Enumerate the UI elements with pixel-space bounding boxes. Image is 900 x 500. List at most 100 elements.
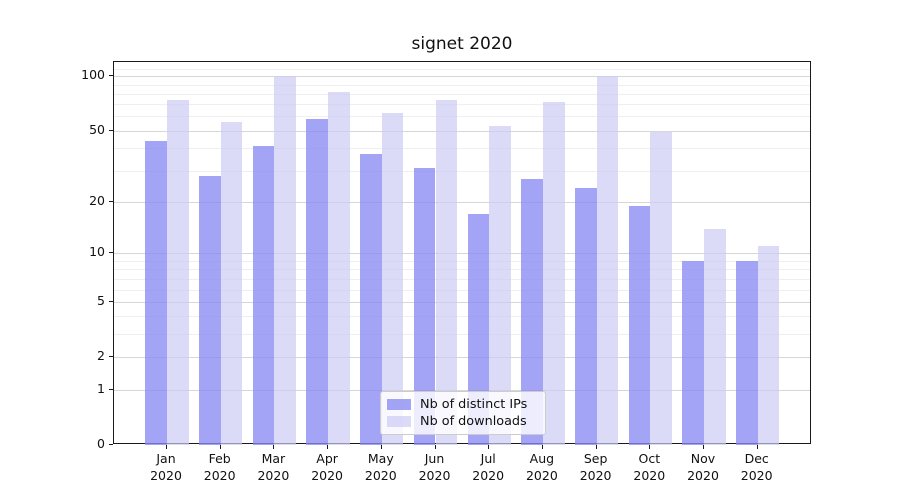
x-tick-may — [380, 445, 382, 449]
bar-nb-of-distinct-ips-aug — [521, 178, 543, 445]
x-tick-label-mar: Mar 2020 — [246, 450, 300, 484]
x-label-month-may: May — [367, 451, 394, 466]
bar-nb-of-downloads-aug — [542, 102, 565, 445]
gridline-major-50 — [114, 130, 810, 132]
gridline-minor-4 — [114, 316, 810, 318]
legend-item-distinct-ips: Nb of distinct IPs — [387, 397, 537, 412]
gridline-major-2 — [114, 357, 810, 359]
x-tick-label-jul: Jul 2020 — [461, 450, 515, 484]
gridline-minor-3 — [114, 334, 810, 336]
x-label-year-aug: 2020 — [525, 468, 558, 483]
legend-label-distinct-ips: Nb of distinct IPs — [420, 397, 528, 412]
legend: Nb of distinct IPs Nb of downloads — [380, 391, 546, 435]
x-tick-label-oct: Oct 2020 — [622, 450, 676, 484]
bar-nb-of-downloads-jul — [489, 126, 511, 445]
x-tick-label-apr: Apr 2020 — [300, 450, 354, 484]
x-tick-label-jan: Jan 2020 — [139, 450, 193, 484]
x-label-month-aug: Aug — [529, 451, 555, 466]
bar-nb-of-distinct-ips-nov — [682, 261, 704, 445]
x-label-year-may: 2020 — [364, 468, 397, 483]
x-tick-sep — [595, 445, 597, 449]
y-tick-1 — [109, 388, 113, 390]
bar-nb-of-distinct-ips-mar — [252, 146, 275, 445]
gridline-minor-8 — [114, 269, 810, 271]
x-tick-label-aug: Aug 2020 — [515, 450, 569, 484]
gridline-minor-9 — [114, 261, 810, 262]
x-tick-jun — [434, 445, 436, 449]
legend-swatch-distinct-ips — [387, 399, 411, 410]
bar-nb-of-downloads-may — [381, 112, 404, 445]
bar-nb-of-distinct-ips-jul — [467, 214, 490, 445]
x-tick-aug — [541, 445, 543, 449]
bar-nb-of-downloads-nov — [704, 228, 726, 445]
bar-nb-of-downloads-jan — [167, 99, 189, 445]
bar-nb-of-downloads-feb — [220, 121, 243, 445]
x-label-month-jul: Jul — [480, 451, 496, 466]
x-label-month-oct: Oct — [638, 451, 661, 466]
y-tick-label-1: 1 — [97, 380, 105, 396]
x-tick-label-dec: Dec 2020 — [730, 450, 784, 484]
legend-swatch-downloads — [387, 416, 411, 427]
gridline-minor-6 — [114, 289, 810, 291]
bar-nb-of-downloads-sep — [596, 76, 619, 445]
gridline-minor-70 — [114, 104, 810, 106]
x-label-month-jun: Jun — [424, 451, 445, 466]
bar-nb-of-distinct-ips-may — [360, 154, 382, 445]
y-tick-label-10: 10 — [89, 244, 105, 260]
x-label-month-sep: Sep — [583, 451, 608, 466]
x-tick-nov — [703, 445, 704, 449]
bar-nb-of-downloads-apr — [328, 91, 350, 445]
gridline-major-20 — [114, 201, 810, 203]
x-label-month-feb: Feb — [208, 451, 231, 466]
gridline-major-10 — [114, 253, 810, 255]
x-label-month-nov: Nov — [690, 451, 716, 466]
y-tick-50 — [109, 129, 113, 131]
y-tick-label-50: 50 — [89, 121, 105, 137]
x-label-year-apr: 2020 — [311, 468, 343, 483]
y-tick-label-2: 2 — [97, 348, 105, 364]
bar-nb-of-downloads-jun — [435, 99, 458, 445]
x-tick-label-nov: Nov 2020 — [676, 450, 730, 484]
x-label-year-jul: 2020 — [472, 468, 505, 483]
x-tick-jan — [166, 445, 167, 449]
bar-nb-of-downloads-oct — [650, 132, 672, 445]
x-tick-label-feb: Feb 2020 — [193, 450, 247, 484]
bar-nb-of-distinct-ips-oct — [628, 205, 651, 445]
x-label-year-feb: 2020 — [203, 468, 236, 483]
y-tick-label-5: 5 — [97, 292, 105, 308]
legend-label-downloads: Nb of downloads — [420, 414, 527, 429]
y-tick-0 — [109, 444, 113, 445]
bar-nb-of-downloads-dec — [757, 246, 780, 445]
chart-title: signet 2020 — [411, 34, 513, 54]
plot-area — [113, 61, 811, 445]
gridline-minor-80 — [114, 93, 810, 95]
bar-nb-of-distinct-ips-apr — [306, 119, 329, 445]
x-tick-label-sep: Sep 2020 — [569, 450, 623, 484]
x-label-month-apr: Apr — [316, 451, 338, 466]
y-tick-10 — [109, 252, 113, 254]
gridline-major-1 — [114, 389, 810, 391]
y-tick-20 — [109, 200, 113, 202]
y-tick-100 — [109, 75, 113, 77]
gridline-minor-30 — [114, 170, 810, 172]
gridline-major-100 — [114, 76, 810, 78]
bar-nb-of-distinct-ips-sep — [574, 187, 597, 445]
gridline-minor-110 — [114, 68, 810, 70]
bar-nb-of-distinct-ips-feb — [199, 175, 221, 445]
y-tick-label-100: 100 — [81, 67, 105, 83]
y-tick-5 — [109, 300, 113, 302]
x-tick-mar — [273, 445, 275, 449]
bar-nb-of-distinct-ips-jun — [413, 168, 436, 445]
bar-nb-of-distinct-ips-jan — [145, 140, 167, 445]
x-label-year-jan: 2020 — [150, 468, 182, 483]
x-label-year-sep: 2020 — [579, 468, 612, 483]
x-tick-feb — [219, 445, 221, 449]
x-label-year-mar: 2020 — [257, 468, 290, 483]
x-label-year-oct: 2020 — [633, 468, 666, 483]
x-tick-label-may: May 2020 — [354, 450, 408, 484]
bar-nb-of-downloads-mar — [274, 76, 297, 445]
x-tick-label-jun: Jun 2020 — [408, 450, 462, 484]
x-tick-oct — [649, 445, 651, 449]
x-tick-jul — [488, 445, 490, 449]
